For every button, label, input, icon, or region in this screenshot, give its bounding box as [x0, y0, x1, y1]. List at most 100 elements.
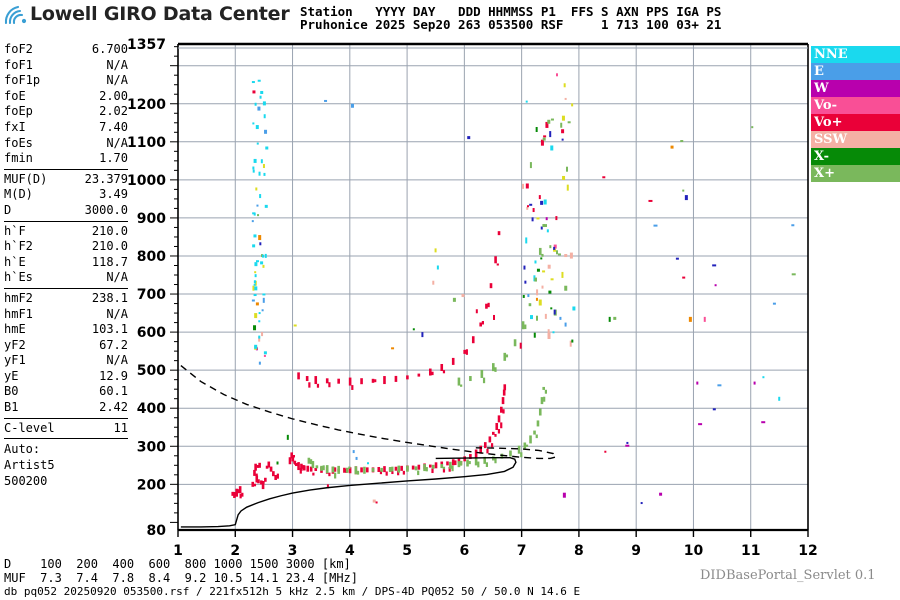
- param-key: foF1p: [4, 73, 41, 88]
- echo-point: [417, 470, 420, 476]
- echo-point: [488, 436, 492, 443]
- echo-point: [334, 472, 337, 479]
- legend-item-x[interactable]: X-: [811, 148, 900, 165]
- noise-echo-point: [556, 73, 558, 77]
- noise-echo-point: [258, 171, 261, 176]
- divider: [4, 287, 128, 289]
- noise-echo-point: [553, 246, 556, 250]
- model-curve-muf-curve: [180, 365, 558, 460]
- param-key: yF2: [4, 337, 26, 352]
- noise-echo-point: [255, 187, 258, 191]
- noise-echo-point: [562, 175, 566, 180]
- echo-point: [414, 466, 418, 471]
- noise-echo-point: [762, 376, 765, 379]
- noise-echo-point: [252, 212, 256, 215]
- noise-echo-point: [256, 204, 259, 207]
- param-group-confidence: C-level 11: [4, 421, 128, 437]
- y-axis-tick-label: 1357: [127, 37, 166, 53]
- noise-echo-point: [533, 275, 536, 282]
- noise-echo-point: [258, 320, 261, 323]
- legend-item-e[interactable]: E: [811, 63, 900, 80]
- table-row: h`Es N/A: [4, 270, 128, 286]
- echo-point: [481, 321, 484, 325]
- x-axis-tick-label: 12: [798, 543, 817, 559]
- noise-echo-point: [791, 273, 796, 276]
- echo-point: [429, 368, 432, 376]
- param-value: N/A: [106, 73, 128, 88]
- legend-label: X-: [814, 149, 830, 164]
- noise-echo-point: [547, 332, 551, 339]
- param-value: 11: [113, 420, 128, 435]
- echo-point: [325, 378, 329, 384]
- noise-echo-point: [529, 162, 532, 169]
- echo-point: [337, 465, 340, 474]
- echo-point: [388, 466, 392, 472]
- noise-echo-point: [532, 208, 535, 213]
- param-value: 3.49: [99, 187, 128, 202]
- y-axis-tick-label: 300: [137, 439, 166, 455]
- echo-point: [469, 454, 472, 460]
- model-curve-true-height-profile: [180, 456, 517, 528]
- noise-echo-point: [434, 248, 437, 253]
- x-axis-tick-label: 10: [684, 543, 704, 559]
- echo-point: [314, 467, 318, 471]
- noise-echo-point: [547, 264, 551, 269]
- noise-echo-point: [265, 146, 269, 150]
- echo-point: [383, 376, 386, 385]
- param-value: 60.1: [99, 384, 128, 399]
- echo-point: [334, 467, 337, 472]
- echo-point: [256, 464, 259, 468]
- legend-item-vo[interactable]: Vo+: [811, 114, 900, 131]
- database-source-line: db pq052 20250920 053500.rsf / 221fx512h…: [4, 585, 581, 598]
- noise-echo-point: [526, 205, 529, 208]
- echo-point: [276, 473, 279, 479]
- divider: [4, 220, 128, 222]
- legend-item-nne[interactable]: NNE: [811, 46, 900, 63]
- noise-echo-point: [698, 423, 703, 426]
- noise-echo-point: [682, 189, 685, 192]
- echo-series-x-second-hop: [457, 224, 547, 387]
- noise-echo-point: [550, 278, 554, 281]
- echo-point: [538, 408, 542, 416]
- echo-point: [262, 481, 265, 484]
- noise-echo-point: [566, 184, 569, 191]
- noise-echo-point: [544, 313, 547, 319]
- polarization-legend: NNE E W Vo- Vo+ SSW X- X+: [811, 46, 900, 182]
- echo-point: [492, 456, 495, 461]
- echo-point: [360, 467, 363, 473]
- noise-echo-point: [547, 329, 550, 336]
- echo-point: [290, 452, 293, 459]
- noise-echo-point: [258, 235, 262, 241]
- param-group-profile: hmF2 238.1 hmF1 N/A hmE 103.1 yF2 67.2 yF1 N/…: [4, 291, 128, 416]
- noise-echo-point: [564, 285, 568, 291]
- echo-point: [315, 465, 319, 469]
- noise-echo-point: [255, 302, 259, 306]
- echo-point: [540, 397, 544, 405]
- echo-point: [351, 385, 354, 390]
- station-values-row: Pruhonice 2025 Sep20 263 053500 RSF 1 71…: [300, 17, 722, 32]
- noise-echo-point: [522, 294, 525, 298]
- noise-echo-point: [253, 158, 257, 163]
- y-axis-tick-label: 800: [137, 249, 166, 265]
- param-key: h`Es: [4, 270, 33, 285]
- echo-point: [238, 486, 242, 494]
- echo-point: [505, 354, 509, 358]
- echo-point: [523, 442, 527, 449]
- param-value: 2.00: [99, 88, 128, 103]
- noise-echo-point: [257, 106, 261, 111]
- param-value: 2.42: [99, 400, 128, 415]
- echo-point: [446, 461, 449, 466]
- noise-echo-point: [421, 332, 424, 338]
- legend-item-ssw[interactable]: SSW: [811, 131, 900, 148]
- noise-echo-point: [564, 97, 567, 100]
- echo-point: [538, 247, 542, 255]
- legend-item-w[interactable]: W: [811, 80, 900, 97]
- y-axis-tick-label: 500: [137, 363, 166, 379]
- param-key: M(D): [4, 187, 33, 202]
- legend-item-x[interactable]: X+: [811, 165, 900, 182]
- legend-item-vo[interactable]: Vo-: [811, 97, 900, 114]
- echo-point: [379, 470, 383, 475]
- y-axis-tick-label: 1200: [127, 97, 166, 113]
- echo-point: [463, 456, 466, 462]
- noise-echo-point: [252, 122, 255, 125]
